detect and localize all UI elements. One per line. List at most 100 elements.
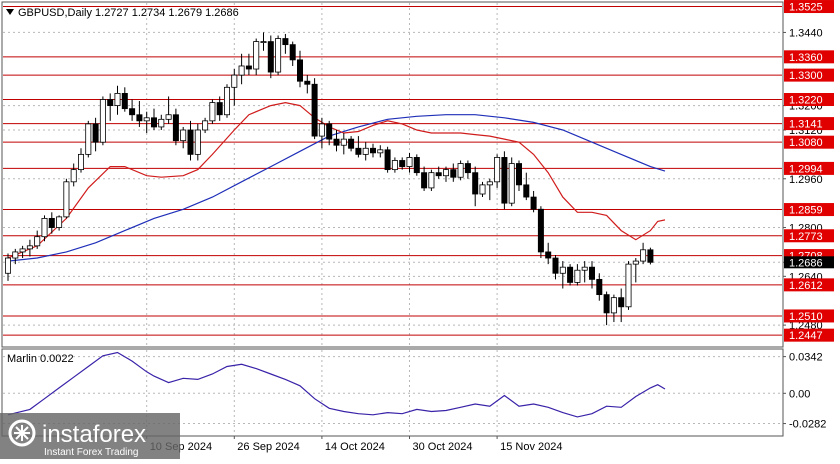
candle-body	[165, 114, 172, 120]
candle-body	[48, 217, 55, 228]
candle-body	[355, 147, 362, 155]
moving-averages	[7, 101, 666, 262]
osc-tick-label: -0.0282	[789, 419, 826, 431]
indicator-header: Marlin 0.0022	[7, 353, 74, 365]
candle-body	[99, 99, 106, 143]
candle-body	[377, 149, 384, 154]
candle-body	[223, 86, 230, 116]
candle-body	[180, 129, 187, 142]
level-label-bg	[784, 229, 834, 243]
logo-tagline: Instant Forex Trading	[44, 447, 139, 458]
grid	[3, 3, 782, 435]
candle-body	[610, 297, 617, 314]
candle-body	[216, 102, 223, 116]
marlin-oscillator	[7, 351, 666, 418]
candle-body	[5, 257, 11, 274]
triangle-down-icon[interactable]	[6, 9, 14, 15]
candle-body	[333, 138, 340, 146]
candle-body	[245, 65, 252, 70]
candle-body	[640, 249, 647, 262]
logo-wordmark: instaforex	[42, 421, 146, 448]
price-tick-label: 1.3440	[789, 27, 823, 39]
level-label: 1.2859	[789, 205, 823, 217]
candle-body	[567, 266, 574, 283]
symbol-header: GBPUSD,Daily 1.2727 1.2734 1.2679 1.2686	[18, 7, 239, 19]
candle-body	[421, 172, 428, 189]
candle-body	[413, 157, 420, 174]
candle-body	[348, 138, 355, 149]
candle-body	[63, 181, 70, 218]
candle-body	[603, 294, 610, 314]
candle-body	[231, 74, 238, 88]
candle-body	[632, 260, 639, 265]
candle-body	[107, 99, 114, 107]
osc-tick-label: 0.00	[789, 388, 810, 400]
candle-body	[172, 114, 179, 142]
level-label: 1.2994	[789, 163, 823, 175]
current-price-label: 1.2686	[789, 257, 823, 269]
candle-body	[494, 157, 501, 183]
candle-body	[202, 120, 209, 131]
price-axis: 1.34401.32001.31201.29601.28001.26861.26…	[783, 0, 834, 431]
candle-body	[486, 181, 493, 186]
candle-body	[450, 169, 457, 178]
candle-body	[260, 41, 267, 43]
candle-body	[530, 196, 537, 210]
time-tick-label: 26 Sep 2024	[237, 441, 299, 453]
level-label-bg	[784, 135, 834, 149]
candle-body	[12, 251, 19, 259]
candle-body	[318, 123, 325, 137]
time-tick-label: 15 Nov 2024	[500, 441, 562, 453]
candle-body	[289, 44, 296, 61]
candle-body	[399, 160, 406, 167]
candle-body	[464, 163, 471, 174]
candle-body	[56, 216, 63, 228]
price-tick-label: 1.2960	[789, 174, 823, 186]
level-label: 1.3360	[789, 52, 823, 64]
candle-body	[516, 163, 523, 186]
candle-body	[85, 123, 92, 155]
candle-body	[150, 117, 157, 128]
candle-body	[428, 172, 435, 189]
candle-body	[209, 102, 216, 122]
candle-body	[625, 263, 632, 308]
level-label-bg	[784, 50, 834, 64]
globe-icon	[8, 419, 36, 447]
level-label-bg	[784, 278, 834, 292]
candle-body	[362, 147, 369, 155]
level-label-bg	[784, 328, 834, 342]
candle-body	[187, 129, 194, 155]
candle-body	[589, 266, 596, 280]
level-label-bg	[784, 93, 834, 107]
candle-body	[523, 184, 530, 198]
candle-body	[369, 147, 376, 154]
candle-body	[92, 123, 99, 143]
level-label: 1.3080	[789, 137, 823, 149]
candle-body	[618, 297, 625, 308]
candle-body	[158, 118, 165, 128]
level-label: 1.3220	[789, 95, 823, 107]
candle-body	[442, 169, 449, 177]
level-label: 1.3300	[789, 70, 823, 82]
candle-body	[596, 278, 603, 296]
candle-body	[581, 266, 588, 271]
candle-body	[296, 59, 303, 82]
candle-body	[545, 251, 552, 259]
candle-body	[311, 83, 318, 137]
level-label-bg	[784, 117, 834, 131]
candle-body	[574, 269, 581, 283]
candle-body	[501, 157, 508, 204]
candle-body	[508, 163, 515, 204]
candle-body	[457, 163, 464, 178]
candle-body	[26, 245, 33, 250]
horizontal-levels	[3, 6, 782, 336]
candle-body	[267, 41, 274, 73]
level-label: 1.2612	[789, 280, 823, 292]
candle-body	[552, 257, 559, 274]
level-label-bg	[784, 161, 834, 175]
candle-body	[70, 169, 77, 183]
level-label-bg	[784, 68, 834, 82]
candle-body	[326, 123, 333, 140]
